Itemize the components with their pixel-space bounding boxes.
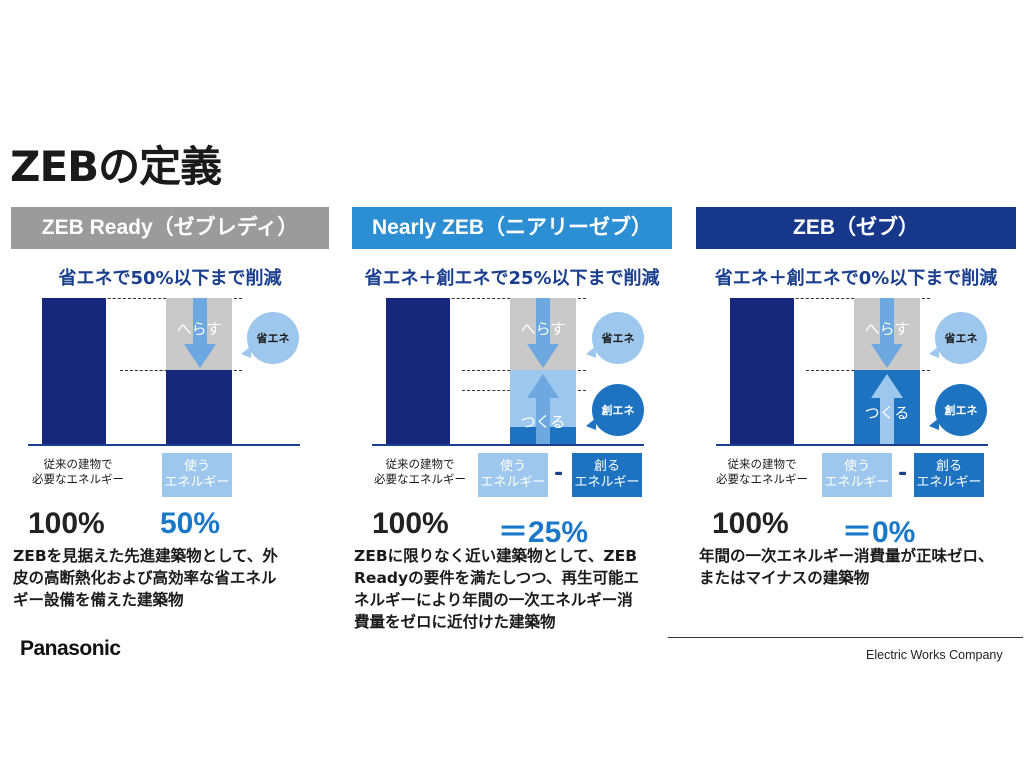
- percent-result: 50%: [160, 507, 221, 540]
- create-energy-box: 創る エネルギー: [572, 453, 642, 497]
- energy-saving-bubble: 省エネ: [586, 312, 644, 364]
- energy-creation-label: 創エネ: [944, 404, 978, 417]
- energy-creation-bubble: 創エネ: [586, 384, 644, 436]
- conventional-energy-label: 従来の建物で 必要なエネルギー: [374, 457, 466, 486]
- energy-creation-bubble: 創エネ: [929, 384, 987, 436]
- energy-saving-label: 省エネ: [601, 332, 635, 345]
- up-arrow-icon: [527, 374, 559, 444]
- reduce-label: へらす: [520, 320, 566, 338]
- percent-baseline: 100%: [372, 507, 449, 540]
- brand-logo: Panasonic: [20, 637, 121, 660]
- reduce-label: へらす: [176, 320, 222, 338]
- down-arrow-icon: [184, 298, 216, 368]
- column-subtitle: 省エネ＋創エネで25%以下まで削減: [364, 268, 660, 289]
- page-title: ZEBの定義: [10, 142, 222, 191]
- baseline: [372, 444, 644, 446]
- conventional-bar: [386, 298, 450, 444]
- baseline: [716, 444, 988, 446]
- use-energy-bar: [166, 370, 232, 444]
- energy-saving-bubble: 省エネ: [929, 312, 987, 364]
- use-energy-box: 使う エネルギー: [162, 453, 232, 497]
- percent-result: ＝0%: [842, 516, 916, 549]
- percent-baseline: 100%: [712, 507, 789, 540]
- baseline: [28, 444, 300, 446]
- energy-saving-bubble: 省エネ: [241, 312, 299, 364]
- energy-creation-label: 創エネ: [601, 404, 635, 417]
- up-arrow-icon: [871, 374, 903, 444]
- conventional-energy-label: 従来の建物で 必要なエネルギー: [32, 457, 124, 486]
- column-header-zeb: ZEB（ゼブ）: [696, 207, 1016, 249]
- column-subtitle: 省エネ＋創エネで0%以下まで削減: [714, 268, 998, 289]
- energy-saving-label: 省エネ: [944, 332, 978, 345]
- column-header-nearly-zeb: Nearly ZEB（ニアリーゼブ）: [352, 207, 672, 249]
- conventional-energy-label: 従来の建物で 必要なエネルギー: [716, 457, 808, 486]
- minus-sign: -: [898, 461, 908, 486]
- create-label: つくる: [864, 404, 910, 422]
- percent-result: ＝25%: [498, 516, 589, 549]
- down-arrow-icon: [871, 298, 903, 368]
- column-description: 年間の一次エネルギー消費量が正味ゼロ、 またはマイナスの建築物: [699, 547, 994, 587]
- create-energy-box: 創る エネルギー: [914, 453, 984, 497]
- minus-sign: -: [554, 461, 564, 486]
- down-arrow-icon: [527, 298, 559, 368]
- company-name: Electric Works Company: [866, 648, 1003, 662]
- column-subtitle: 省エネで50%以下まで削減: [58, 268, 282, 289]
- conventional-bar: [42, 298, 106, 444]
- column-description: ZEBに限りなく近い建築物として、ZEB Readyの要件を満たしつつ、再生可能…: [354, 547, 640, 631]
- conventional-bar: [730, 298, 794, 444]
- reduce-label: へらす: [864, 320, 910, 338]
- create-label: つくる: [520, 413, 566, 431]
- column-header-zeb-ready: ZEB Ready（ゼブレディ）: [11, 207, 329, 249]
- energy-saving-label: 省エネ: [256, 332, 290, 345]
- footer-divider: [668, 637, 1023, 638]
- percent-baseline: 100%: [28, 507, 105, 540]
- use-energy-box: 使う エネルギー: [822, 453, 892, 497]
- use-energy-box: 使う エネルギー: [478, 453, 548, 497]
- column-description: ZEBを見据えた先進建築物として、外 皮の高断熱化および高効率な省エネル ギー設…: [13, 547, 278, 609]
